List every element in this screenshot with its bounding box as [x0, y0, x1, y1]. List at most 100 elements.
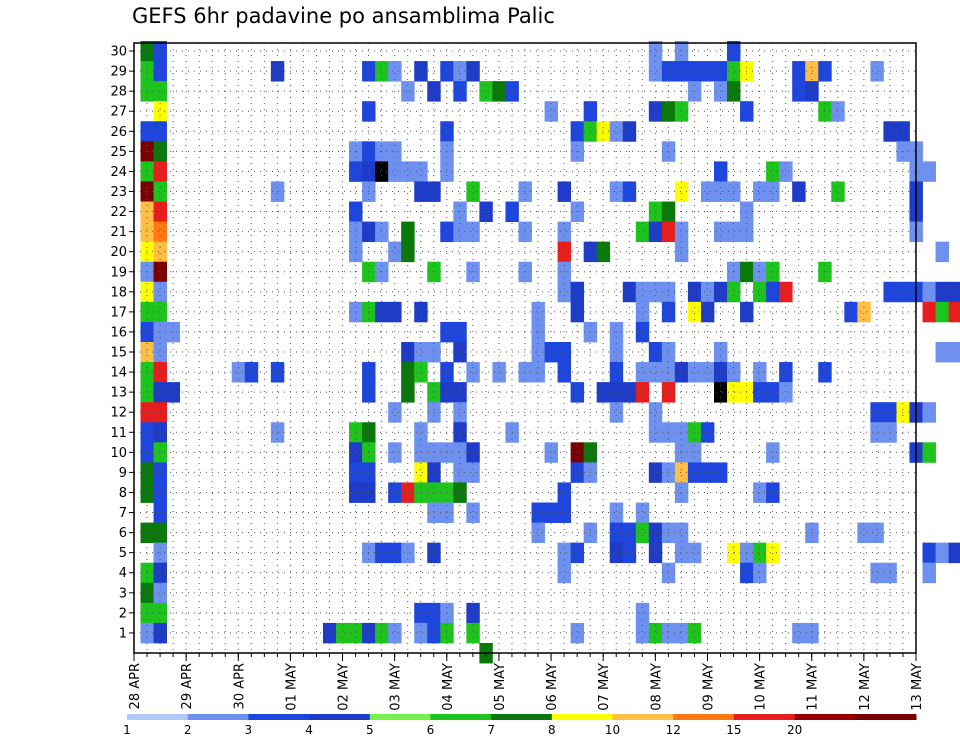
heatmap-cell — [427, 622, 441, 644]
heatmap-cell — [700, 362, 715, 383]
heatmap-cell — [922, 442, 936, 463]
heatmap-cell — [531, 301, 545, 323]
heatmap-cell — [140, 482, 154, 503]
x-tick-label: 01 MAY — [284, 663, 299, 711]
heatmap-cell — [140, 301, 154, 323]
heatmap-cell — [557, 341, 572, 363]
y-tick-label: 3 — [119, 586, 127, 601]
heatmap-cell — [648, 622, 663, 644]
heatmap-cell — [648, 281, 663, 303]
heatmap-cell — [674, 422, 689, 443]
heatmap-cell — [140, 402, 154, 423]
heatmap-cell — [779, 161, 793, 182]
heatmap-cell — [896, 281, 910, 303]
legend-swatch — [248, 714, 310, 720]
heatmap-cell — [753, 542, 767, 564]
heatmap-cell — [349, 301, 363, 323]
heatmap-cell — [388, 482, 402, 503]
y-tick-label: 4 — [119, 566, 127, 581]
heatmap-cell — [635, 362, 650, 383]
heatmap-cell — [596, 121, 611, 142]
x-tick-label: 28 APR — [128, 663, 143, 709]
heatmap-cell — [153, 442, 167, 463]
heatmap-cell — [753, 362, 767, 383]
heatmap-cell — [466, 181, 480, 202]
heatmap-cell — [140, 181, 154, 202]
legend-label: 7 — [487, 723, 495, 737]
heatmap-cell — [153, 281, 167, 303]
y-tick-label: 9 — [119, 466, 127, 481]
y-tick-label: 26 — [110, 125, 127, 140]
heatmap-cell — [700, 61, 715, 82]
heatmap-cell — [674, 442, 689, 463]
x-tick-label: 08 MAY — [649, 663, 664, 711]
heatmap-cell — [805, 522, 819, 544]
heatmap-cell — [687, 462, 702, 483]
heatmap-cell — [388, 61, 402, 82]
heatmap-cell — [635, 522, 650, 544]
heatmap-cell — [375, 61, 389, 82]
heatmap-cell — [935, 542, 949, 564]
heatmap-cell — [166, 382, 181, 403]
heatmap-cell — [140, 121, 154, 142]
heatmap-cell — [922, 161, 936, 182]
heatmap-cell — [388, 402, 402, 423]
heatmap-cell — [805, 622, 819, 644]
heatmap-cell — [648, 61, 663, 82]
heatmap-cell — [453, 462, 467, 483]
legend-label: 20 — [787, 723, 802, 737]
heatmap-cell — [349, 622, 363, 644]
heatmap-cell — [414, 622, 428, 644]
legend-label: 6 — [427, 723, 435, 737]
heatmap-cell — [792, 61, 806, 82]
heatmap-cell — [270, 362, 285, 383]
heatmap-cell — [153, 121, 167, 142]
legend-swatch — [369, 714, 431, 720]
y-tick-label: 25 — [110, 145, 127, 160]
heatmap-cell — [596, 241, 611, 263]
heatmap-cell — [648, 402, 663, 423]
y-tick-label: 19 — [110, 265, 127, 280]
heatmap-cell — [922, 562, 936, 584]
x-tick-label: 13 MAY — [910, 663, 925, 711]
heatmap-cell — [270, 61, 285, 82]
heatmap-cell — [792, 622, 806, 644]
heatmap-cell — [427, 482, 441, 503]
heatmap-cell — [153, 221, 167, 243]
heatmap-cell — [766, 482, 780, 503]
heatmap-cell — [622, 522, 637, 544]
heatmap-cell — [557, 482, 572, 503]
heatmap-cell — [713, 181, 728, 202]
heatmap-cell — [388, 442, 402, 463]
heatmap-cell — [531, 522, 545, 544]
heatmap-cell — [153, 462, 167, 483]
heatmap-cell — [375, 161, 389, 182]
y-tick-label: 2 — [119, 606, 127, 621]
heatmap-cell — [466, 362, 480, 383]
heatmap-cell — [453, 321, 467, 343]
y-tick-label: 11 — [110, 426, 127, 441]
heatmap-cell — [153, 562, 167, 584]
heatmap-cell — [388, 622, 402, 644]
heatmap-cell — [544, 341, 558, 363]
y-tick-label: 5 — [119, 546, 127, 561]
heatmap-cell — [674, 221, 689, 243]
y-tick-label: 10 — [110, 446, 127, 461]
heatmap-cell — [140, 442, 154, 463]
x-tick-label: 29 APR — [180, 663, 195, 709]
plot-frame — [133, 42, 917, 654]
heatmap-cell — [153, 61, 167, 82]
heatmap-cell — [713, 382, 728, 403]
heatmap-cell — [531, 362, 545, 383]
y-tick-label: 30 — [110, 45, 127, 60]
legend-swatch — [491, 714, 553, 720]
legend-swatch — [430, 714, 492, 720]
heatmap-cell — [401, 382, 415, 403]
heatmap-cell — [557, 281, 572, 303]
heatmap-cell — [857, 522, 871, 544]
x-tick-label: 30 APR — [232, 663, 247, 709]
heatmap-cell — [609, 522, 624, 544]
heatmap-cell — [727, 61, 741, 82]
heatmap-cell — [375, 542, 389, 564]
